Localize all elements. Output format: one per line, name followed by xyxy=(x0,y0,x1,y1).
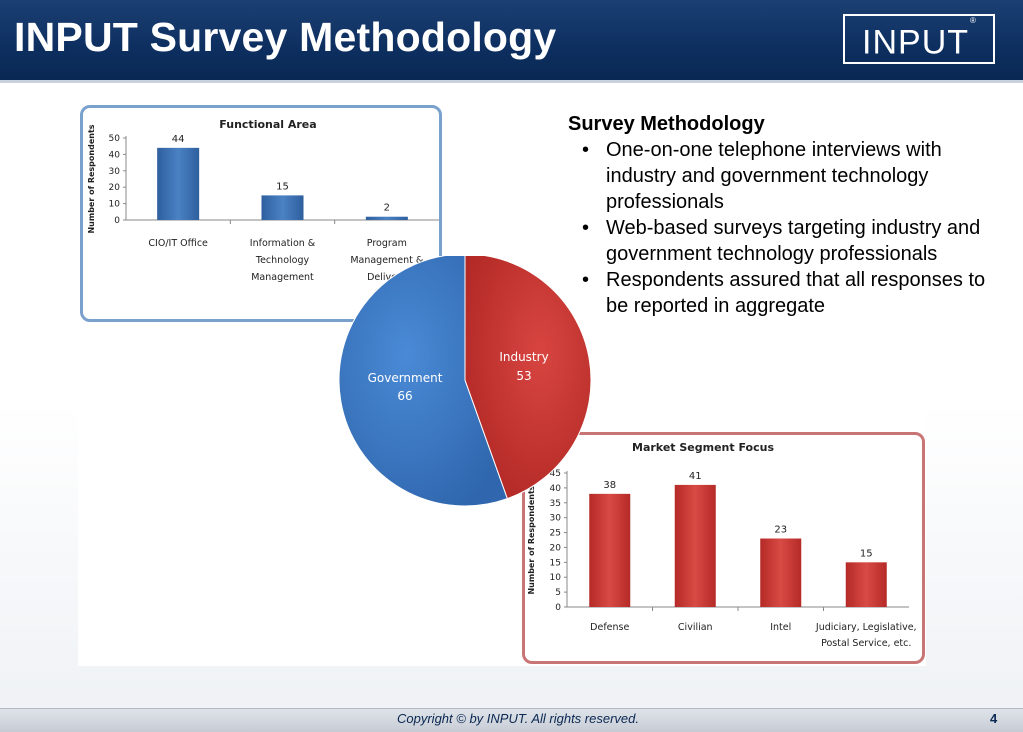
input-logo: INPUT® xyxy=(843,14,995,64)
seg-y-tick-label: 10 xyxy=(550,573,562,583)
functional-area-chart: Functional Area Number of Respondents 0 10 2… xyxy=(87,118,439,283)
seg-y-tick-label: 25 xyxy=(550,529,561,539)
seg-bar xyxy=(589,493,631,607)
footer-bar xyxy=(0,708,1023,732)
seg-y-axis-label: Number of Respondents xyxy=(527,485,536,594)
func-category-label: Management & xyxy=(350,255,424,266)
seg-category-label: Civilian xyxy=(678,622,713,633)
logo-text: INPUT xyxy=(862,23,970,62)
func-y-tick-label: 0 xyxy=(114,216,120,226)
seg-data-label: 15 xyxy=(860,548,873,559)
seg-y-tick-label: 40 xyxy=(550,484,562,494)
survey-bullet: One-on-one telephone interviews with ind… xyxy=(568,137,998,215)
func-data-label: 2 xyxy=(384,203,390,214)
func-category-label: Information & xyxy=(250,238,316,249)
seg-bar xyxy=(760,538,802,607)
functional-area-chart-frame: Functional Area Number of Respondents 0 10 2… xyxy=(80,105,442,322)
pie-label-government: Government xyxy=(368,371,443,385)
seg-bar xyxy=(845,562,887,607)
func-y-tick-label: 10 xyxy=(109,200,121,210)
func-y-tick-label: 40 xyxy=(109,150,121,160)
func-data-label: 44 xyxy=(172,134,185,145)
seg-y-tick-label: 0 xyxy=(555,603,561,613)
seg-y-tick-label: 5 xyxy=(555,588,561,598)
pie-slice-industry xyxy=(464,256,592,500)
func-bar xyxy=(261,195,304,220)
func-title: Functional Area xyxy=(219,118,316,131)
pie-value-government: 66 xyxy=(397,389,412,403)
survey-bullet-list: One-on-one telephone interviews with ind… xyxy=(568,137,998,319)
copyright-text: Copyright © by INPUT. All rights reserve… xyxy=(397,711,639,726)
seg-y-tick-label: 35 xyxy=(550,499,561,509)
seg-category-label: Defense xyxy=(590,622,629,633)
seg-category-label: Postal Service, etc. xyxy=(821,638,911,649)
survey-methodology-text: Survey Methodology One-on-one telephone … xyxy=(568,111,998,319)
survey-heading: Survey Methodology xyxy=(568,113,765,135)
pie-label-industry: Industry xyxy=(499,350,548,364)
func-bar xyxy=(157,147,200,220)
seg-data-label: 41 xyxy=(689,471,702,482)
seg-bar xyxy=(674,484,716,607)
header-rule xyxy=(0,80,1023,83)
func-bar xyxy=(365,216,408,220)
func-category-label: Delivery xyxy=(367,272,407,283)
survey-bullet: Respondents assured that all responses t… xyxy=(568,267,998,319)
func-y-tick-label: 50 xyxy=(109,134,121,144)
market-segment-chart: Market Segment Focus Number of Respondent… xyxy=(527,441,917,649)
func-category-label: Program xyxy=(367,238,407,249)
func-category-label: Technology xyxy=(255,255,310,266)
seg-y-tick-label: 45 xyxy=(550,469,561,479)
seg-y-tick-label: 20 xyxy=(550,543,562,553)
func-y-axis-label: Number of Respondents xyxy=(87,124,96,233)
seg-category-label: Judiciary, Legislative, xyxy=(815,622,917,633)
header-bar: INPUT Survey Methodology INPUT® xyxy=(0,0,1023,80)
seg-y-tick-label: 15 xyxy=(550,558,561,568)
seg-data-label: 23 xyxy=(774,525,787,536)
page-title: INPUT Survey Methodology xyxy=(14,14,557,60)
func-category-label: CIO/IT Office xyxy=(148,238,208,249)
market-segment-chart-frame: Market Segment Focus Number of Respondent… xyxy=(522,432,925,664)
func-y-tick-label: 30 xyxy=(109,167,121,177)
func-y-tick-label: 20 xyxy=(109,183,121,193)
seg-title: Market Segment Focus xyxy=(632,441,774,454)
pie-slice-government xyxy=(338,256,509,506)
func-category-label: Management xyxy=(251,272,314,283)
survey-bullet: Web-based surveys targeting industry and… xyxy=(568,215,998,267)
page-number: 4 xyxy=(990,711,998,726)
seg-y-tick-label: 30 xyxy=(550,514,562,524)
seg-category-label: Intel xyxy=(770,622,791,633)
logo-mark: ® xyxy=(970,16,977,25)
func-data-label: 15 xyxy=(276,181,289,192)
respondent-pie-chart: Government 66 Industry 53 xyxy=(338,256,592,506)
pie-value-industry: 53 xyxy=(516,369,531,383)
seg-data-label: 38 xyxy=(603,480,616,491)
